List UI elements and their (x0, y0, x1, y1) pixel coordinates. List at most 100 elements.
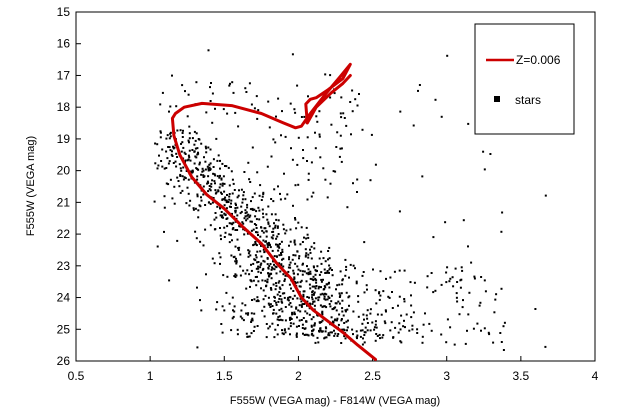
star-point (308, 296, 310, 299)
star-point (276, 333, 279, 336)
star-point (273, 300, 276, 302)
star-point (294, 218, 297, 221)
star-point (268, 304, 271, 306)
star-point (355, 282, 358, 285)
star-point (260, 244, 262, 247)
star-point (476, 322, 479, 325)
star-point (228, 241, 231, 244)
star-point (214, 174, 217, 177)
star-point (333, 329, 335, 332)
star-point (464, 342, 467, 345)
star-point (205, 147, 208, 150)
star-point (295, 227, 298, 230)
star-point (259, 266, 262, 269)
star-point (260, 255, 263, 258)
star-point (262, 231, 265, 234)
star-point (488, 333, 491, 336)
star-point (228, 198, 231, 201)
star-point (270, 198, 273, 200)
star-point (214, 212, 217, 214)
star-point (224, 165, 226, 167)
star-point (322, 257, 325, 260)
star-point (292, 269, 295, 272)
star-point (320, 250, 323, 253)
star-point (275, 303, 278, 306)
star-point (193, 150, 196, 153)
star-point (319, 304, 322, 307)
star-point (182, 166, 185, 169)
star-point (338, 292, 341, 295)
star-point (248, 273, 251, 276)
star-point (327, 250, 330, 252)
star-point (372, 268, 374, 271)
star-point (275, 312, 278, 315)
star-point (247, 252, 250, 255)
star-point (311, 293, 314, 296)
star-point (233, 305, 236, 308)
star-point (280, 134, 282, 137)
star-point (234, 260, 237, 263)
star-point (232, 91, 235, 94)
star-point (215, 216, 218, 219)
star-point (440, 333, 443, 336)
star-point (221, 182, 224, 185)
star-point (287, 327, 290, 330)
star-point (269, 263, 272, 265)
star-point (248, 178, 251, 181)
star-point (280, 253, 283, 256)
star-point (185, 170, 188, 172)
star-point (268, 325, 271, 328)
star-point (171, 155, 174, 157)
star-point (424, 312, 426, 315)
star-point (483, 168, 486, 171)
star-point (444, 221, 447, 224)
star-point (256, 261, 259, 264)
star-point (258, 194, 261, 197)
star-point (283, 278, 286, 281)
star-point (295, 325, 298, 328)
star-point (255, 210, 258, 213)
star-point (293, 241, 296, 244)
star-point (234, 245, 237, 248)
star-point (293, 311, 296, 314)
star-point (273, 263, 275, 266)
star-point (216, 301, 219, 304)
star-point (252, 244, 255, 247)
star-point (297, 221, 300, 224)
star-point (391, 291, 393, 293)
star-point (324, 330, 327, 333)
star-point (154, 162, 157, 165)
star-point (283, 280, 286, 282)
star-point (182, 129, 184, 132)
star-point (462, 219, 465, 222)
star-point (292, 204, 294, 207)
star-point (241, 198, 244, 201)
star-point (275, 243, 277, 246)
star-point (303, 236, 305, 239)
star-point (284, 274, 287, 277)
star-point (288, 244, 290, 247)
star-point (260, 287, 262, 290)
star-point (234, 229, 237, 231)
star-point (306, 265, 308, 268)
star-point (272, 308, 275, 311)
star-point (246, 206, 249, 209)
star-point (273, 222, 275, 225)
star-point (200, 199, 203, 202)
star-point (235, 259, 238, 262)
star-point (330, 316, 333, 319)
star-point (202, 185, 205, 188)
star-point (234, 207, 237, 210)
star-point (289, 318, 291, 321)
star-point (302, 149, 304, 151)
star-point (376, 335, 379, 337)
star-point (255, 267, 258, 270)
star-point (379, 337, 381, 340)
star-point (305, 237, 308, 240)
star-point (282, 333, 285, 336)
star-point (265, 336, 268, 339)
star-point (456, 281, 459, 283)
star-point (214, 189, 217, 192)
star-point (219, 227, 221, 229)
star-point (412, 311, 415, 314)
